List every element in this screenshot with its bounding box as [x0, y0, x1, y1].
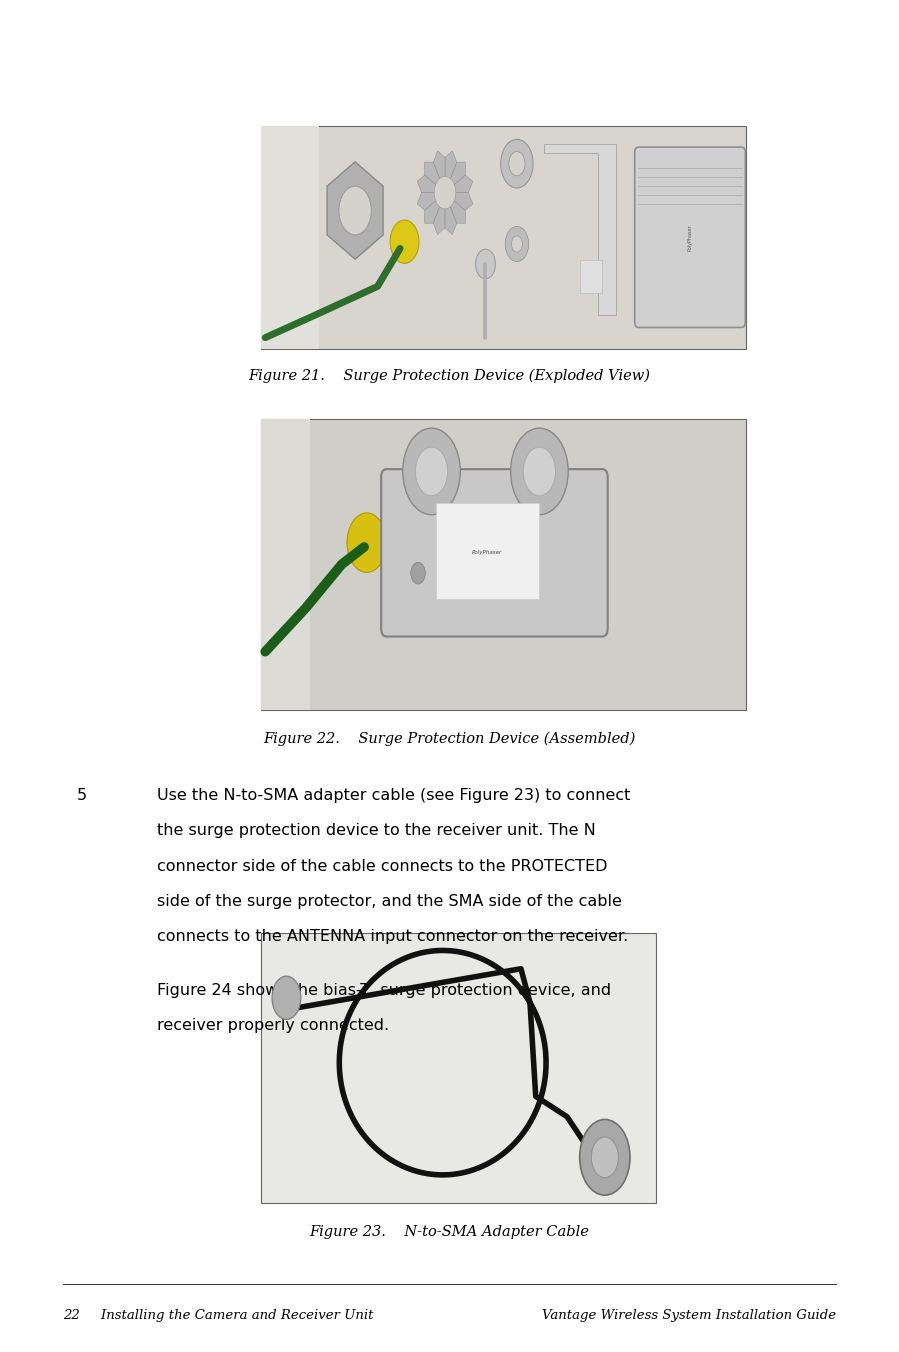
Circle shape [592, 1137, 619, 1178]
Text: Figure 22.    Surge Protection Device (Assembled): Figure 22. Surge Protection Device (Asse… [263, 731, 636, 746]
Bar [436, 503, 539, 599]
Bar [261, 933, 656, 1203]
Polygon shape [327, 162, 383, 260]
Polygon shape [433, 207, 445, 234]
Circle shape [523, 448, 556, 496]
Polygon shape [454, 176, 473, 193]
Text: PolyPhaser: PolyPhaser [688, 224, 693, 250]
Polygon shape [433, 151, 445, 178]
Text: connects to the ANTENNA input connector on the receiver.: connects to the ANTENNA input connector … [157, 929, 628, 944]
Circle shape [415, 448, 448, 496]
Circle shape [509, 151, 525, 176]
Text: connector side of the cable connects to the PROTECTED: connector side of the cable connects to … [157, 859, 608, 873]
Polygon shape [424, 201, 440, 223]
Text: Figure 23.    N-to-SMA Adapter Cable: Figure 23. N-to-SMA Adapter Cable [309, 1225, 590, 1238]
FancyBboxPatch shape [635, 147, 745, 327]
Polygon shape [417, 176, 436, 193]
Polygon shape [445, 151, 457, 178]
Circle shape [272, 976, 301, 1019]
Text: PolyPhaser: PolyPhaser [472, 550, 503, 556]
Circle shape [501, 139, 533, 188]
Text: 22     Installing the Camera and Receiver Unit: 22 Installing the Camera and Receiver Un… [63, 1309, 373, 1322]
Circle shape [339, 187, 371, 235]
Text: side of the surge protector, and the SMA side of the cable: side of the surge protector, and the SMA… [157, 894, 622, 909]
Circle shape [403, 429, 460, 515]
Polygon shape [445, 207, 457, 234]
Circle shape [411, 562, 425, 584]
Polygon shape [454, 193, 473, 211]
Text: Use the N-to-SMA adapter cable (see Figure 23) to connect: Use the N-to-SMA adapter cable (see Figu… [157, 788, 631, 803]
Circle shape [512, 235, 522, 251]
Bar [261, 126, 319, 349]
Circle shape [505, 226, 529, 261]
Bar [261, 126, 746, 349]
Bar [580, 260, 602, 293]
Circle shape [390, 220, 419, 264]
Circle shape [347, 512, 387, 572]
Circle shape [511, 429, 568, 515]
Polygon shape [450, 162, 466, 185]
Polygon shape [450, 201, 466, 223]
Text: Figure 21.    Surge Protection Device (Exploded View): Figure 21. Surge Protection Device (Expl… [248, 369, 651, 384]
Circle shape [476, 249, 495, 279]
Polygon shape [424, 162, 440, 185]
Circle shape [580, 1119, 630, 1195]
Bar [261, 419, 310, 710]
Polygon shape [417, 193, 436, 211]
Polygon shape [544, 143, 616, 315]
Circle shape [434, 177, 456, 210]
Text: receiver properly connected.: receiver properly connected. [157, 1018, 389, 1033]
Text: 5: 5 [76, 788, 86, 803]
Text: Figure 24 shows the bias-T, surge protection device, and: Figure 24 shows the bias-T, surge protec… [157, 983, 611, 998]
Text: the surge protection device to the receiver unit. The N: the surge protection device to the recei… [157, 823, 596, 838]
Bar [261, 419, 746, 710]
Text: Vantage Wireless System Installation Guide: Vantage Wireless System Installation Gui… [542, 1309, 836, 1322]
FancyBboxPatch shape [381, 469, 608, 637]
